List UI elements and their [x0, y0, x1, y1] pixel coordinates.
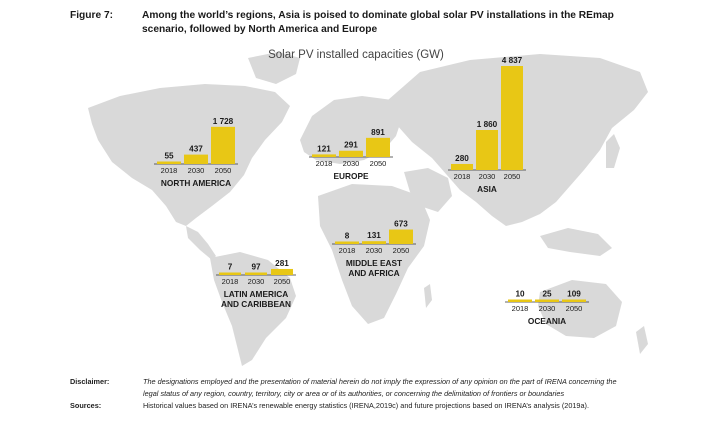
region-label: LATIN AMERICA — [224, 289, 289, 299]
tick-label: 2030 — [479, 172, 496, 181]
tick-label: 2018 — [161, 166, 178, 175]
tick-label: 2050 — [370, 159, 387, 168]
bar-3-2 — [389, 229, 413, 244]
japan-landmass — [606, 134, 620, 168]
middle-east-landmass — [404, 168, 452, 212]
region-label: EUROPE — [333, 171, 369, 181]
value-label: 131 — [367, 231, 381, 240]
new-zealand-landmass — [636, 326, 648, 354]
value-label: 281 — [275, 259, 289, 268]
bar-5-1 — [535, 299, 559, 302]
bar-0-2 — [211, 126, 235, 164]
bar-2-2 — [501, 66, 523, 170]
value-label: 25 — [542, 290, 552, 299]
value-label: 291 — [344, 141, 358, 150]
value-label: 280 — [455, 154, 469, 163]
region-label: AND AFRICA — [348, 268, 399, 278]
disclaimer-row: Disclaimer: The designations employed an… — [70, 376, 630, 400]
value-label: 891 — [371, 128, 385, 137]
value-label: 10 — [515, 290, 525, 299]
madagascar-landmass — [424, 284, 432, 308]
tick-label: 2030 — [343, 159, 360, 168]
value-label: 7 — [228, 263, 233, 272]
region-label: AND CARIBBEAN — [221, 299, 291, 309]
tick-label: 2030 — [188, 166, 205, 175]
notes-section: Disclaimer: The designations employed an… — [70, 376, 630, 412]
value-label: 4 837 — [502, 56, 523, 65]
region-label: NORTH AMERICA — [161, 178, 231, 188]
tick-label: 2018 — [316, 159, 333, 168]
bar-1-0 — [312, 154, 336, 157]
tick-label: 2050 — [393, 246, 410, 255]
bar-4-1 — [245, 272, 267, 275]
chart-layer: Solar PV installed capacities (GW) 55 2018… — [154, 49, 589, 326]
value-label: 1 860 — [477, 120, 498, 129]
region-label: OCEANIA — [528, 316, 566, 326]
tick-label: 2030 — [248, 277, 265, 286]
bar-5-0 — [508, 299, 532, 302]
central-america-landmass — [186, 226, 216, 260]
value-label: 121 — [317, 144, 331, 153]
value-label: 8 — [345, 232, 350, 241]
value-label: 1 728 — [213, 117, 234, 126]
sources-text: Historical values based on IRENA’s renew… — [143, 401, 590, 410]
bar-3-1 — [362, 241, 386, 244]
tick-label: 2018 — [222, 277, 239, 286]
tick-label: 2030 — [366, 246, 383, 255]
africa-landmass — [318, 184, 430, 324]
disclaimer-label: Disclaimer: — [70, 377, 110, 386]
bar-5-2 — [562, 299, 586, 302]
chart-title: Solar PV installed capacities (GW) — [268, 49, 444, 61]
bar-4-2 — [271, 268, 293, 275]
tick-label: 2018 — [454, 172, 471, 181]
bar-2-0 — [451, 163, 473, 170]
tick-label: 2018 — [339, 246, 356, 255]
disclaimer-text: The designations employed and the presen… — [143, 377, 617, 398]
australia-landmass — [538, 280, 622, 338]
south-america-landmass — [210, 252, 296, 366]
bar-0-1 — [184, 154, 208, 164]
bar-0-0 — [157, 161, 181, 164]
tick-label: 2050 — [215, 166, 232, 175]
tick-label: 2018 — [512, 304, 529, 313]
tick-label: 2050 — [504, 172, 521, 181]
figure-title-text: Among the world’s regions, Asia is poise… — [142, 10, 614, 35]
region-label: ASIA — [477, 184, 497, 194]
region-label: MIDDLE EAST — [346, 258, 402, 268]
bar-1-2 — [366, 137, 390, 157]
sources-label: Sources: — [70, 401, 102, 410]
tick-label: 2030 — [539, 304, 556, 313]
bar-3-0 — [335, 241, 359, 244]
sources-row: Sources: Historical values based on IREN… — [70, 400, 630, 412]
tick-label: 2050 — [566, 304, 583, 313]
bar-1-1 — [339, 150, 363, 157]
bar-4-0 — [219, 272, 241, 275]
value-label: 437 — [189, 145, 203, 154]
value-label: 55 — [164, 152, 174, 161]
southeast-asia-islands — [540, 228, 612, 256]
solar-pv-map-chart: Solar PV installed capacities (GW) 55 2018… — [88, 49, 648, 366]
greenland-landmass — [248, 52, 300, 84]
value-label: 673 — [394, 220, 408, 229]
value-label: 97 — [251, 263, 261, 272]
value-label: 109 — [567, 290, 581, 299]
bar-2-1 — [476, 130, 498, 170]
figure-label: Figure 7: — [70, 10, 114, 21]
tick-label: 2050 — [274, 277, 291, 286]
